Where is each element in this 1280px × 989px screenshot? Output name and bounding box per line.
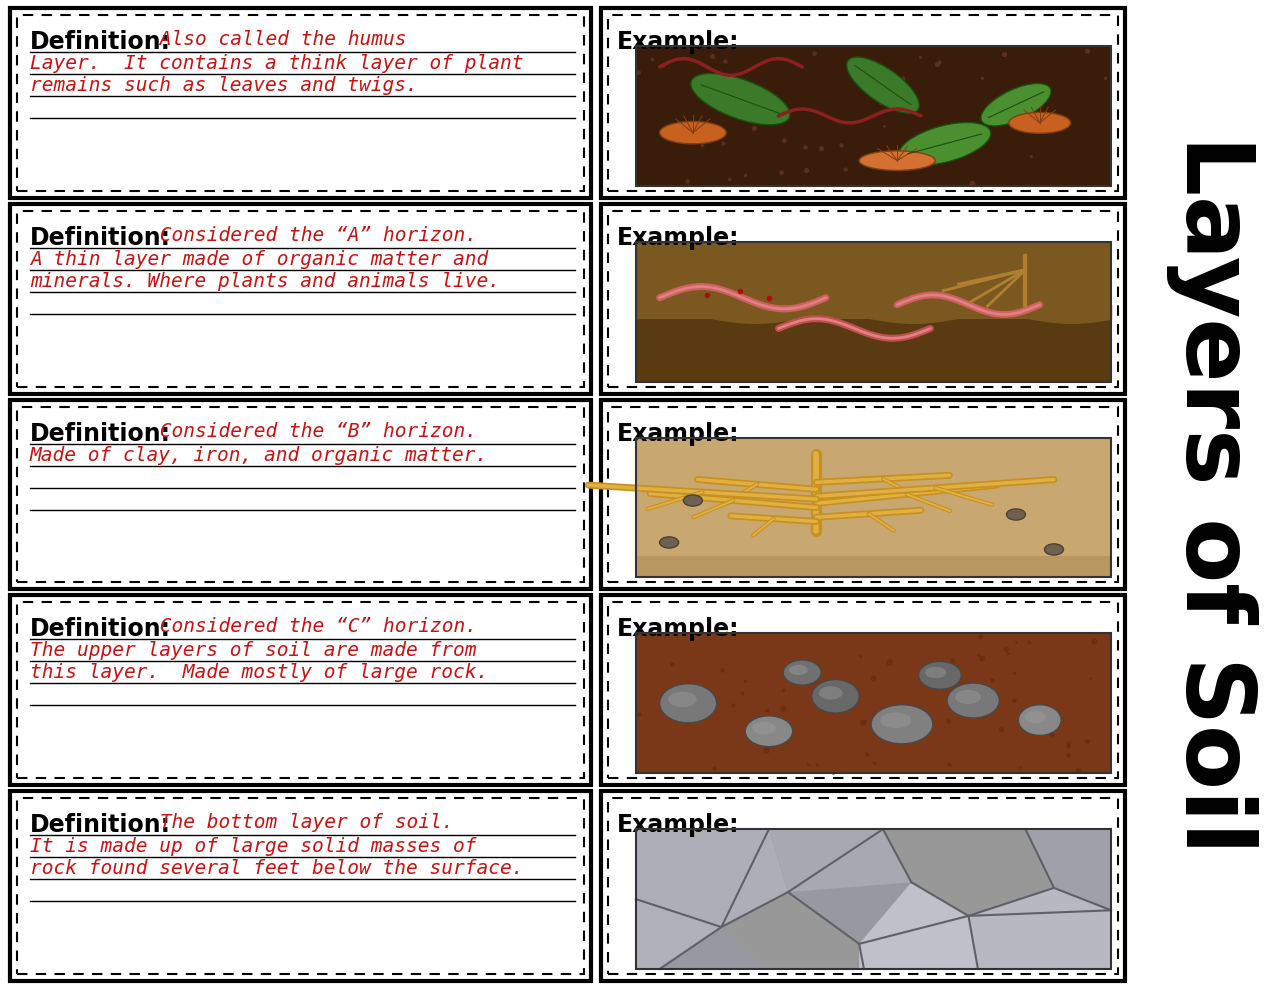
Ellipse shape xyxy=(659,683,717,723)
Ellipse shape xyxy=(783,660,822,685)
Text: Considered the “C” horizon.: Considered the “C” horizon. xyxy=(148,617,477,636)
Bar xyxy=(10,8,591,198)
Text: Made of clay, iron, and organic matter.: Made of clay, iron, and organic matter. xyxy=(29,446,488,465)
Ellipse shape xyxy=(1006,509,1025,520)
Polygon shape xyxy=(636,899,722,969)
Polygon shape xyxy=(722,892,864,969)
Bar xyxy=(17,406,584,583)
Ellipse shape xyxy=(753,722,776,735)
Ellipse shape xyxy=(788,665,808,675)
Bar xyxy=(608,798,1117,974)
Bar xyxy=(636,829,1111,969)
Ellipse shape xyxy=(925,667,946,678)
Ellipse shape xyxy=(881,712,911,728)
Bar xyxy=(17,211,584,387)
Bar xyxy=(600,595,1125,785)
Ellipse shape xyxy=(919,662,961,689)
Text: Definition:: Definition: xyxy=(29,421,172,446)
Text: minerals. Where plants and animals live.: minerals. Where plants and animals live. xyxy=(29,272,500,291)
Ellipse shape xyxy=(812,679,859,713)
Text: Definition:: Definition: xyxy=(29,225,172,250)
Bar xyxy=(636,241,1111,382)
Text: Layers of Soil: Layers of Soil xyxy=(1166,135,1258,854)
Bar xyxy=(600,400,1125,589)
Polygon shape xyxy=(636,829,788,927)
Ellipse shape xyxy=(1009,113,1070,134)
Bar xyxy=(636,437,1111,578)
Ellipse shape xyxy=(1019,705,1061,736)
Bar xyxy=(10,400,591,589)
Bar xyxy=(10,791,591,981)
Text: Example:: Example: xyxy=(617,813,740,838)
Bar xyxy=(608,602,1117,778)
Ellipse shape xyxy=(859,151,936,170)
Bar xyxy=(636,241,1111,318)
Bar xyxy=(636,46,1111,186)
Text: Also called the humus: Also called the humus xyxy=(148,30,407,49)
Ellipse shape xyxy=(872,705,933,744)
Polygon shape xyxy=(769,829,911,892)
Text: this layer.  Made mostly of large rock.: this layer. Made mostly of large rock. xyxy=(29,664,488,682)
Text: Definition:: Definition: xyxy=(29,813,172,838)
Bar xyxy=(600,204,1125,394)
Ellipse shape xyxy=(980,83,1051,126)
Bar xyxy=(17,602,584,778)
Bar xyxy=(608,406,1117,583)
Bar xyxy=(17,15,584,191)
Bar xyxy=(10,204,591,394)
Ellipse shape xyxy=(659,122,726,143)
Text: The bottom layer of soil.: The bottom layer of soil. xyxy=(148,813,453,832)
Text: Example:: Example: xyxy=(617,30,740,54)
Bar xyxy=(636,437,1111,578)
Text: Example:: Example: xyxy=(617,617,740,642)
Text: Definition:: Definition: xyxy=(29,617,172,642)
Bar xyxy=(636,318,1111,382)
Ellipse shape xyxy=(846,57,919,114)
Text: The upper layers of soil are made from: The upper layers of soil are made from xyxy=(29,642,476,661)
Bar xyxy=(600,8,1125,198)
Ellipse shape xyxy=(1044,544,1064,555)
Ellipse shape xyxy=(659,537,678,548)
Polygon shape xyxy=(1025,829,1111,910)
Bar xyxy=(17,798,584,974)
Bar xyxy=(608,15,1117,191)
Bar xyxy=(608,211,1117,387)
Ellipse shape xyxy=(947,683,1000,718)
Ellipse shape xyxy=(899,123,991,165)
Bar xyxy=(10,595,591,785)
Polygon shape xyxy=(859,882,978,969)
Text: Example:: Example: xyxy=(617,421,740,446)
Ellipse shape xyxy=(745,716,792,747)
Ellipse shape xyxy=(691,73,790,125)
Bar xyxy=(636,633,1111,773)
Text: Considered the “A” horizon.: Considered the “A” horizon. xyxy=(148,225,477,245)
Polygon shape xyxy=(883,829,1053,916)
Text: Layer.  It contains a think layer of plant: Layer. It contains a think layer of plan… xyxy=(29,54,524,73)
Bar xyxy=(636,557,1111,578)
Text: It is made up of large solid masses of: It is made up of large solid masses of xyxy=(29,838,476,856)
Text: Example:: Example: xyxy=(617,225,740,250)
Text: remains such as leaves and twigs.: remains such as leaves and twigs. xyxy=(29,76,417,95)
Polygon shape xyxy=(969,888,1111,969)
Ellipse shape xyxy=(819,686,842,699)
Ellipse shape xyxy=(955,690,980,704)
Text: Definition:: Definition: xyxy=(29,30,172,54)
Ellipse shape xyxy=(668,691,696,707)
Text: rock found several feet below the surface.: rock found several feet below the surfac… xyxy=(29,859,524,878)
Ellipse shape xyxy=(1025,711,1046,723)
Bar xyxy=(636,633,1111,773)
Bar xyxy=(636,829,1111,969)
Text: A thin layer made of organic matter and: A thin layer made of organic matter and xyxy=(29,250,488,269)
Text: Considered the “B” horizon.: Considered the “B” horizon. xyxy=(148,421,477,441)
Bar xyxy=(636,46,1111,186)
Ellipse shape xyxy=(684,494,703,506)
Bar xyxy=(600,791,1125,981)
